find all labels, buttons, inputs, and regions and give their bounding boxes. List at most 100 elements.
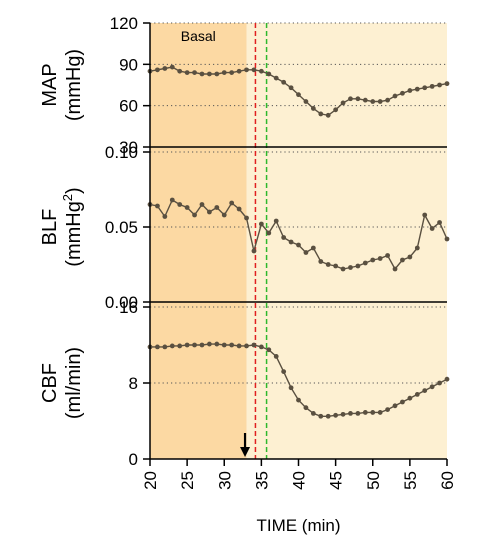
- map-data-point: [362, 97, 368, 103]
- map-data-point: [348, 96, 353, 102]
- cbf-data-point: [251, 342, 257, 348]
- cbf-data-point: [400, 399, 405, 405]
- map-data-point: [422, 85, 428, 91]
- cbf-data-point: [385, 407, 390, 412]
- blf-data-point: [333, 263, 339, 269]
- map-data-point: [385, 97, 390, 103]
- map-data-point: [303, 99, 309, 104]
- map-data-point: [192, 70, 197, 75]
- cbf-data-point: [192, 342, 197, 348]
- blf-data-point: [385, 253, 390, 258]
- map-data-point: [184, 70, 190, 75]
- blf-ytick-label: 0.05: [105, 218, 138, 237]
- cbf-data-point: [177, 343, 183, 349]
- blf-data-point: [348, 265, 353, 270]
- x-tick-label: 35: [252, 471, 271, 490]
- map-ytick-label: 30: [119, 138, 138, 157]
- map-ytick-label: 60: [119, 97, 138, 116]
- x-tick-label: 25: [178, 471, 197, 490]
- cbf-data-point: [266, 347, 272, 353]
- cbf-ytick-label: 0: [129, 450, 138, 469]
- x-axis-title: TIME (min): [256, 516, 340, 535]
- map-data-point: [207, 71, 212, 77]
- blf-data-point: [340, 266, 346, 272]
- cbf-data-point: [155, 344, 160, 350]
- map-data-point: [251, 67, 257, 73]
- background-region-0: [150, 23, 247, 459]
- blf-data-point: [325, 262, 331, 267]
- x-tick-label: 20: [141, 471, 160, 490]
- cbf-ytick-label: 8: [129, 374, 138, 393]
- blf-data-point: [229, 200, 235, 206]
- map-data-point: [229, 70, 235, 75]
- cbf-data-point: [333, 412, 339, 418]
- cbf-data-point: [429, 384, 435, 390]
- map-data-point: [370, 99, 376, 104]
- cbf-ylabel-unit: (ml/min): [63, 347, 85, 419]
- map-data-point: [400, 90, 405, 96]
- blf-data-point: [370, 257, 376, 263]
- blf-data-point: [221, 212, 227, 218]
- map-data-point: [281, 79, 287, 85]
- map-ylabel-unit: (mmHg): [63, 49, 85, 121]
- cbf-data-point: [236, 343, 242, 349]
- blf-data-point: [318, 259, 324, 264]
- blf-data-point: [422, 212, 428, 218]
- blf-data-point: [177, 202, 183, 207]
- axes: [143, 22, 448, 466]
- map-data-point: [214, 71, 220, 77]
- cbf-data-point: [169, 343, 175, 349]
- map-data-point: [333, 107, 339, 113]
- cbf-data-point: [207, 341, 212, 347]
- x-tick-label: 30: [215, 471, 234, 490]
- x-tick-label: 40: [290, 471, 309, 490]
- blf-data-point: [169, 197, 175, 203]
- cbf-data-point: [444, 376, 450, 382]
- cbf-data-point: [214, 341, 220, 347]
- cbf-data-point: [281, 369, 287, 374]
- blf-ylabel-name: BLF: [39, 209, 61, 246]
- cbf-data-point: [318, 413, 324, 419]
- event-arrow-head: [240, 447, 251, 457]
- map-data-point: [296, 92, 301, 98]
- cbf-data-point: [310, 411, 316, 416]
- blf-data-point: [362, 260, 368, 266]
- cbf-data-point: [221, 342, 227, 348]
- cbf-data-point: [370, 410, 376, 415]
- cbf-data-point: [199, 342, 205, 348]
- map-data-point: [273, 75, 279, 81]
- map-data-point: [236, 68, 242, 74]
- cbf-data-point: [422, 388, 428, 393]
- blf-data-point: [258, 221, 264, 227]
- cbf-data-point: [414, 392, 420, 397]
- map-data-point: [325, 112, 331, 118]
- map-data-point: [407, 88, 413, 93]
- blf-data-point: [377, 256, 383, 261]
- blf-data-point: [214, 205, 220, 210]
- blf-data-point: [184, 205, 190, 210]
- blf-ylabel-unit: (mmHg2): [60, 187, 85, 266]
- map-data-point: [244, 67, 249, 73]
- map-ytick-label: 120: [110, 14, 138, 33]
- map-ytick-label: 90: [119, 55, 138, 74]
- cbf-data-point: [229, 342, 235, 348]
- map-data-point: [310, 106, 316, 111]
- blf-data-point: [414, 245, 420, 251]
- map-data-point: [355, 96, 361, 102]
- region-label-basal: Basal: [181, 28, 216, 44]
- blf-data-point: [355, 263, 361, 269]
- cbf-data-point: [362, 410, 368, 415]
- blf-data-point: [162, 214, 168, 219]
- background-region-1: [246, 23, 447, 459]
- map-data-point: [199, 71, 205, 77]
- map-data-point: [377, 99, 383, 104]
- blf-data-point: [303, 250, 309, 255]
- blf-data-point: [400, 257, 405, 263]
- cbf-data-point: [340, 411, 346, 417]
- cbf-data-point: [273, 354, 279, 359]
- blf-data-point: [273, 218, 279, 224]
- cbf-data-point: [296, 397, 301, 403]
- cbf-ylabel-name: CBF: [39, 363, 61, 403]
